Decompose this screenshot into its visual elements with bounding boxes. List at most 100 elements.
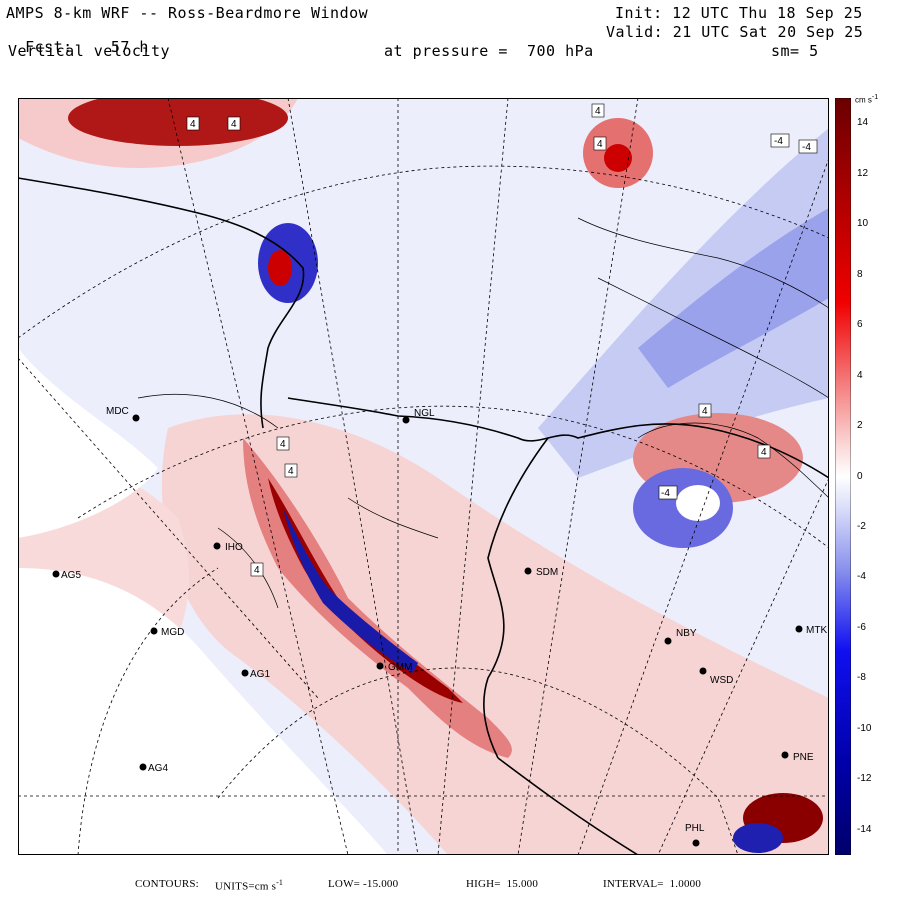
contour-value-labels: 4 -4 -4 4 4 4 4 4 4 4 -4 4 [186,103,818,577]
svg-text:4: 4 [231,119,237,130]
colorbar-tick-label: -12 [857,773,872,785]
svg-text:PNE: PNE [793,752,814,763]
contours-label: CONTOURS: [135,878,199,890]
station-MGD: MGD [150,627,184,638]
mountain-band-core-blue [283,508,418,673]
svg-text:4: 4 [702,406,708,417]
storm-northeast-core [676,485,720,521]
negative-band-northeast [538,128,829,478]
contour-label: 4 [276,436,290,451]
plateau-region-west [18,348,158,538]
svg-text:MGD: MGD [161,627,184,638]
station-AG1: AG1 [241,669,270,680]
coastline [18,177,829,855]
vertical-velocity-map: MDC NGL SDM NBY MTK WSD PNE PHL AG5 MGD … [18,98,829,855]
contour-label: -4 [798,139,818,154]
station-AG5: AG5 [52,570,81,581]
title: AMPS 8-km WRF -- Ross-Beardmore Window [6,4,369,22]
contour-label: 4 [591,103,605,118]
pressure-level: at pressure = 700 hPa [384,42,594,60]
interval-text: INTERVAL= 1.0000 [603,878,702,890]
station-WSD: WSD [699,667,733,686]
colorbar [835,98,851,855]
svg-text:4: 4 [761,447,767,458]
station-AG4: AG4 [139,763,168,774]
colorbar-tick-label: 2 [857,420,863,432]
contour-label: -4 [770,133,790,148]
low-text: LOW= -15.000 [328,878,399,890]
cluster-northwest-core [268,250,292,286]
init-time: Init: 12 UTC Thu 18 Sep 25 [615,4,863,22]
colorbar-tick-label: -2 [857,520,866,532]
plateau-region [18,568,388,855]
svg-text:WSD: WSD [710,675,733,686]
svg-text:PHL: PHL [685,823,705,834]
svg-text:IHO: IHO [225,542,243,553]
station-MDC: MDC [106,406,140,422]
station-NGL: NGL [402,408,435,424]
colorbar-tick-label: 14 [857,117,869,129]
forecast-value: 57 h [110,38,149,56]
svg-text:-4: -4 [802,142,811,153]
colorbar-tick-label: -4 [857,571,866,583]
svg-text:GMM: GMM [388,662,412,673]
colorbar-tick-label: 0 [857,470,863,482]
station-PHL: PHL [685,823,705,847]
contour-label: 4 [284,463,298,478]
svg-text:NGL: NGL [414,408,435,419]
colorbar-tick-label: -6 [857,621,866,633]
colorbar-tick-label: -10 [857,722,872,734]
contour-label: 4 [227,116,241,131]
colorbar-tick-label: 10 [857,218,869,230]
smoothing-value: sm= 5 [771,42,819,60]
station-MTK: MTK [795,625,827,636]
svg-text:4: 4 [280,439,286,450]
svg-text:-4: -4 [774,136,783,147]
colorbar-tick-label: 6 [857,319,863,331]
svg-text:MTK: MTK [806,625,827,636]
station-GMM: GMM [376,662,412,673]
colorbar-tick-label: 8 [857,268,863,280]
positive-region-shelf [161,414,829,855]
forecast-hour: Fcst: 57 h [6,25,149,55]
svg-text:4: 4 [595,106,601,117]
station-PNE: PNE [781,751,814,763]
field-name: Vertical velocity [8,42,171,60]
contour-label: -4 [658,485,678,500]
station-IHO: IHO [213,542,243,553]
station-layer: MDC NGL SDM NBY MTK WSD PNE PHL AG5 MGD … [52,406,827,847]
units-text: UNITS=cm s-1 [215,878,284,893]
svg-text:NBY: NBY [676,628,697,639]
mountain-band-updraft [243,438,512,758]
svg-text:4: 4 [597,139,603,150]
cluster-southeast-blue [733,823,783,853]
graticule-longitudes [18,98,829,855]
station-NBY: NBY [664,628,697,645]
svg-text:AG4: AG4 [148,763,168,774]
colorbar-tick-label: -14 [857,823,872,835]
colorbar-tick-label: 12 [857,167,869,179]
contour-label: 4 [186,116,200,131]
contour-label: 4 [250,562,264,577]
svg-text:4: 4 [254,565,260,576]
svg-text:SDM: SDM [536,567,558,578]
contour-label: 4 [757,444,771,459]
station-SDM: SDM [524,567,558,578]
svg-text:-4: -4 [661,488,670,499]
map-frame [18,98,829,855]
svg-text:MDC: MDC [106,406,129,417]
high-text: HIGH= 15.000 [466,878,539,890]
contour-lines [137,217,829,609]
forecast-label: Fcst: [25,38,73,56]
negative-band-northeast-inner [638,208,829,388]
valid-time: Valid: 21 UTC Sat 20 Sep 25 [606,23,864,41]
storm-northwest-updraft [68,98,288,146]
colorbar-unit: cm s-1 [855,94,879,105]
svg-text:AG1: AG1 [250,669,270,680]
svg-text:AG5: AG5 [61,570,81,581]
storm-north-core [604,144,632,172]
svg-text:4: 4 [288,466,294,477]
colorbar-tick-label: -8 [857,672,866,684]
graticule-latitudes [18,165,829,855]
svg-text:4: 4 [190,119,196,130]
